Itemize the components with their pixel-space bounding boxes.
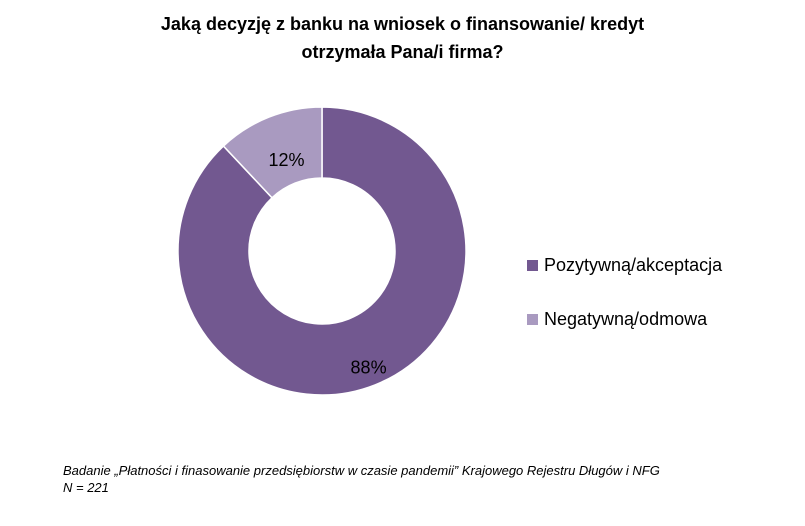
legend-label-positive: Pozytywną/akceptacja <box>544 254 723 275</box>
donut-slice-positive <box>177 106 467 396</box>
chart-footer: Badanie „Płatności i finasowanie przedsi… <box>63 462 660 496</box>
chart-legend: Pozytywną/akceptacja Negatywną/odmowa <box>527 250 722 358</box>
sample-size: N = 221 <box>63 480 109 495</box>
legend-item-negative: Negatywną/odmowa <box>527 304 722 334</box>
chart-title-line-1: Jaką decyzję z banku na wniosek o finans… <box>160 14 645 34</box>
data-label-negative: 12% <box>268 150 304 170</box>
chart-title: Jaką decyzję z banku na wniosek o finans… <box>0 10 805 66</box>
legend-swatch-negative <box>527 313 538 325</box>
donut-slice-negative <box>222 106 323 199</box>
data-label-positive: 88% <box>351 357 387 377</box>
legend-label-negative: Negatywną/odmowa <box>544 308 708 329</box>
chart-title-line-2: otrzymała Pana/i firma? <box>301 42 504 62</box>
source-note: Badanie „Płatności i finasowanie przedsi… <box>63 463 660 478</box>
legend-item-positive: Pozytywną/akceptacja <box>527 250 722 280</box>
legend-swatch-positive <box>527 259 538 271</box>
